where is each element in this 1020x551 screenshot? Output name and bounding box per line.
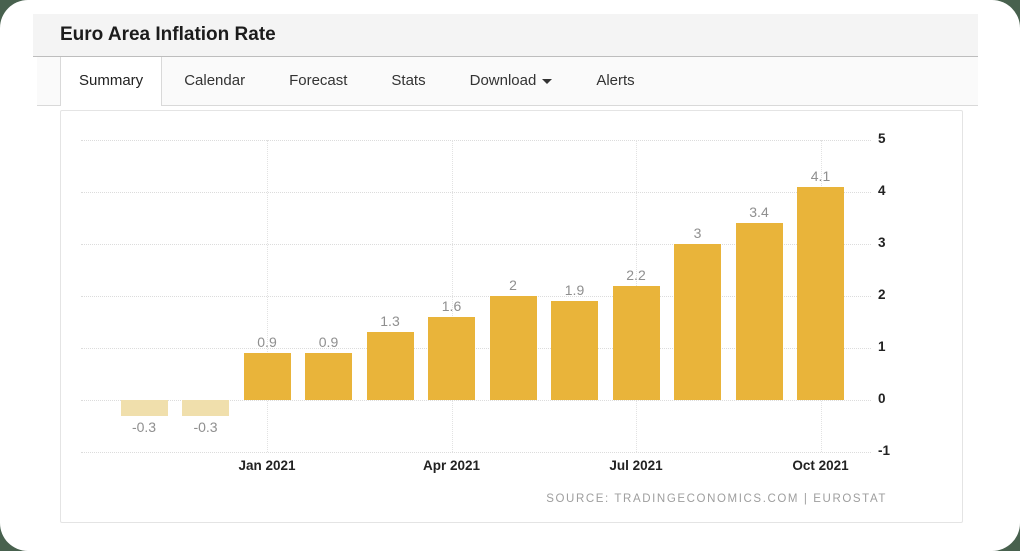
bar[interactable] bbox=[797, 186, 844, 400]
bar-value-label: 4.1 bbox=[810, 167, 831, 184]
active-tab-underline-mask bbox=[61, 105, 161, 107]
bar[interactable] bbox=[489, 296, 537, 400]
x-axis-tick-label: Jan 2021 bbox=[238, 458, 296, 473]
tab-summary[interactable]: Summary bbox=[60, 57, 163, 105]
bar[interactable] bbox=[305, 353, 352, 400]
chevron-down-icon bbox=[542, 78, 553, 84]
gridline bbox=[81, 452, 871, 453]
bar[interactable] bbox=[120, 400, 168, 416]
source-label: SOURCE: TRADINGECONOMICS.COM | EUROSTAT bbox=[546, 493, 887, 505]
tab-calendar[interactable]: Calendar bbox=[184, 72, 246, 89]
gridline bbox=[267, 140, 268, 452]
y-axis-tick-label: 5 bbox=[878, 131, 886, 146]
bar[interactable] bbox=[428, 316, 475, 400]
bar-value-label: 2 bbox=[509, 277, 517, 293]
page-header: Euro Area Inflation Rate bbox=[33, 14, 978, 57]
tab-download[interactable]: Download bbox=[448, 57, 575, 105]
bar-value-label: 0.9 bbox=[257, 334, 277, 351]
y-axis-tick-label: 2 bbox=[878, 287, 886, 302]
gridline bbox=[81, 348, 871, 349]
bar[interactable] bbox=[182, 400, 229, 416]
gridline bbox=[81, 244, 871, 245]
gridline bbox=[451, 140, 453, 452]
gridline bbox=[81, 192, 871, 193]
bar[interactable] bbox=[243, 353, 291, 400]
bar[interactable] bbox=[735, 223, 783, 400]
gridline bbox=[81, 140, 871, 141]
x-axis-tick-label: Jul 2021 bbox=[609, 458, 663, 473]
y-axis-tick-label: 1 bbox=[878, 339, 886, 354]
tab-bar: Summary Calendar Forecast Stats Download… bbox=[37, 57, 978, 105]
bar[interactable] bbox=[612, 285, 660, 400]
bar-value-label: 3 bbox=[693, 225, 702, 241]
tabbar-underline bbox=[37, 105, 978, 106]
y-axis-tick-label: 3 bbox=[878, 235, 886, 250]
bar-value-label: 0.9 bbox=[318, 334, 339, 351]
bar-value-label: 3.4 bbox=[749, 204, 769, 221]
tab-stats[interactable]: Stats bbox=[391, 72, 426, 89]
tab-download-label: Download bbox=[469, 72, 537, 89]
y-axis-tick-label: -1 bbox=[878, 443, 891, 458]
y-axis-tick-label: 0 bbox=[878, 391, 886, 406]
bar-value-label: 1.6 bbox=[441, 297, 462, 314]
bar[interactable] bbox=[674, 244, 721, 400]
bar-value-label: 1.3 bbox=[380, 313, 400, 330]
bar[interactable] bbox=[551, 301, 598, 400]
tab-forecast[interactable]: Forecast bbox=[289, 72, 348, 89]
gridline bbox=[81, 296, 871, 297]
tab-alerts[interactable]: Alerts bbox=[596, 72, 635, 89]
page-title: Euro Area Inflation Rate bbox=[60, 24, 276, 45]
x-axis-tick-label: Oct 2021 bbox=[792, 458, 849, 473]
chart-panel: SOURCE: TRADINGECONOMICS.COM | EUROSTAT … bbox=[60, 110, 963, 523]
gridline bbox=[81, 400, 871, 401]
x-axis-tick-label: Apr 2021 bbox=[422, 458, 481, 473]
y-axis-tick-label: 4 bbox=[878, 183, 886, 198]
bar-value-label: -0.3 bbox=[131, 418, 157, 435]
bar-value-label: 2.2 bbox=[626, 266, 646, 283]
bar-value-label: -0.3 bbox=[193, 418, 218, 435]
bar-value-label: 1.9 bbox=[564, 282, 585, 299]
bar[interactable] bbox=[366, 332, 414, 400]
